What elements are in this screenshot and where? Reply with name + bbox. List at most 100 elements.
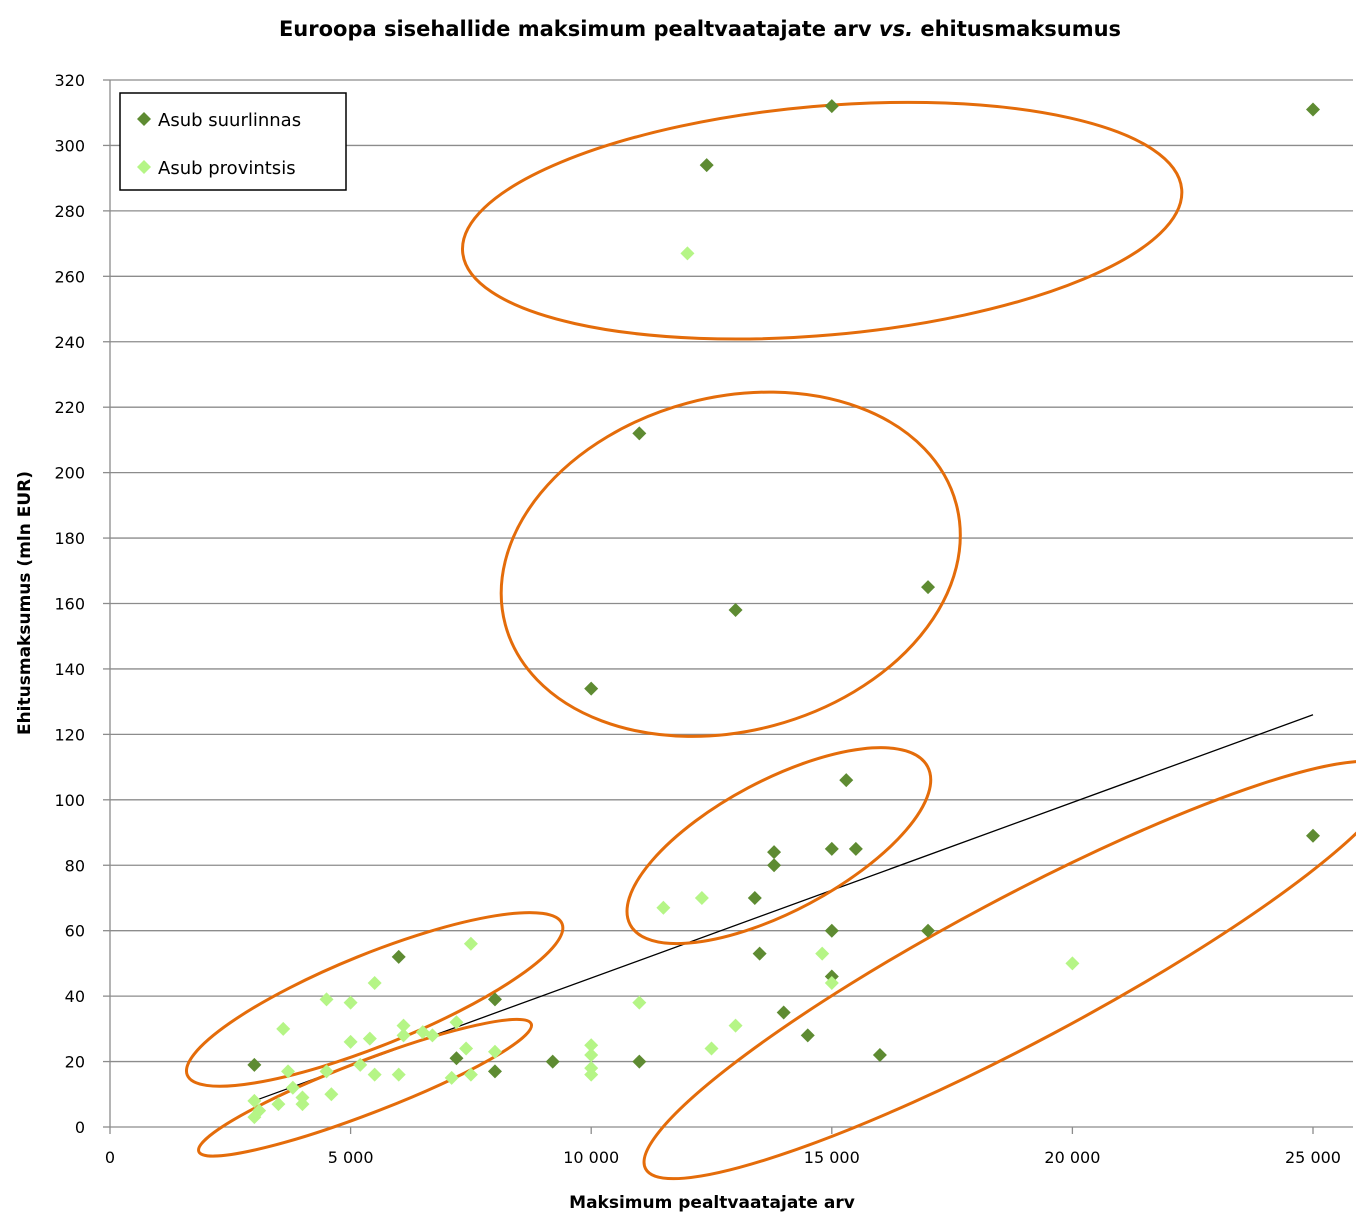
point-provintsis (367, 1067, 382, 1082)
point-provintsis (281, 1064, 296, 1079)
point-provintsis (656, 900, 671, 915)
legend-marker-provintsis (137, 160, 151, 174)
point-suurlinnas (247, 1057, 262, 1072)
annotation-ellipse (642, 759, 1356, 1181)
y-tick-label: 280 (54, 202, 85, 221)
point-provintsis (728, 1018, 743, 1033)
point-provintsis (694, 890, 709, 905)
point-provintsis (295, 1097, 310, 1112)
x-tick-label: 15 000 (804, 1148, 860, 1167)
point-provintsis (632, 995, 647, 1010)
point-suurlinnas (848, 841, 863, 856)
point-provintsis (396, 1028, 411, 1043)
point-provintsis (324, 1087, 339, 1102)
point-provintsis (444, 1070, 459, 1085)
point-suurlinnas (824, 99, 839, 114)
legend-box (119, 92, 347, 191)
point-suurlinnas (921, 923, 936, 938)
point-suurlinnas (921, 580, 936, 595)
point-suurlinnas (449, 1051, 464, 1066)
point-provintsis (396, 1018, 411, 1033)
annotation-ellipse (499, 390, 962, 738)
point-provintsis (319, 1064, 334, 1079)
y-tick-label: 300 (54, 136, 85, 155)
point-provintsis (459, 1041, 474, 1056)
point-suurlinnas (752, 946, 767, 961)
point-provintsis (362, 1031, 377, 1046)
point-provintsis (815, 946, 830, 961)
y-tick-label: 320 (54, 71, 85, 90)
gridlines (103, 79, 1353, 1128)
point-suurlinnas (1306, 828, 1320, 843)
point-provintsis (425, 1028, 440, 1043)
point-provintsis (276, 1021, 291, 1036)
y-tick-label: 60 (65, 922, 85, 941)
y-tick-label: 220 (54, 398, 85, 417)
point-provintsis (319, 992, 334, 1007)
y-tick-label: 40 (65, 987, 85, 1006)
point-provintsis (584, 1067, 599, 1082)
point-provintsis (343, 1034, 358, 1049)
y-tick-label: 260 (54, 267, 85, 286)
point-provintsis (367, 976, 382, 991)
point-provintsis (343, 995, 358, 1010)
point-provintsis (271, 1097, 286, 1112)
legend-label-suurlinnas: Asub suurlinnas (158, 110, 301, 131)
annotation-ellipse (461, 100, 1184, 341)
point-suurlinnas (824, 841, 839, 856)
legend: Asub suurlinnas Asub provintsis (119, 92, 347, 191)
y-tick-labels: 0 20 40 60 80 100 120 140 160 180 200 220 240 260 280 3… (54, 71, 85, 1137)
point-provintsis (584, 1048, 599, 1063)
point-provintsis (463, 1067, 478, 1082)
chart-title-italic: vs. (879, 17, 913, 41)
point-provintsis (704, 1041, 719, 1056)
point-provintsis (285, 1080, 300, 1095)
point-provintsis (449, 1015, 464, 1030)
y-tick-label: 80 (65, 856, 85, 875)
point-suurlinnas (767, 845, 782, 860)
point-suurlinnas (391, 949, 406, 964)
point-suurlinnas (839, 773, 854, 788)
point-provintsis (247, 1110, 262, 1125)
axes (109, 80, 1353, 1134)
point-suurlinnas (1306, 102, 1320, 117)
x-tick-label: 0 (105, 1148, 115, 1167)
point-suurlinnas (776, 1005, 791, 1020)
legend-marker-suurlinnas (137, 112, 151, 126)
point-provintsis (247, 1093, 262, 1108)
point-suurlinnas (632, 426, 647, 441)
x-tick-label: 25 000 (1285, 1148, 1341, 1167)
point-provintsis (824, 976, 839, 991)
x-tick-label: 10 000 (563, 1148, 619, 1167)
point-suurlinnas (824, 923, 839, 938)
point-suurlinnas (767, 858, 782, 873)
point-suurlinnas (872, 1048, 887, 1063)
point-provintsis (463, 936, 478, 951)
y-tick-label: 0 (75, 1118, 85, 1137)
y-tick-label: 120 (54, 725, 85, 744)
point-provintsis (680, 246, 695, 261)
chart-title: Euroopa sisehallide maksimum pealtvaataj… (279, 17, 1121, 41)
point-suurlinnas (584, 681, 599, 696)
point-provintsis (487, 1044, 502, 1059)
point-suurlinnas (800, 1028, 815, 1043)
point-suurlinnas (487, 992, 502, 1007)
y-tick-label: 160 (54, 595, 85, 614)
point-suurlinnas (699, 158, 714, 173)
point-provintsis (584, 1038, 599, 1053)
legend-label-provintsis: Asub provintsis (158, 158, 296, 179)
y-tick-label: 240 (54, 333, 85, 352)
y-tick-label: 200 (54, 464, 85, 483)
y-tick-label: 180 (54, 529, 85, 548)
point-suurlinnas (545, 1054, 560, 1069)
y-axis-label: Ehitusmaksumus (mln EUR) (15, 471, 35, 735)
point-provintsis (353, 1057, 368, 1072)
point-provintsis (1065, 956, 1080, 971)
x-tick-labels: 0 5 000 10 000 15 000 20 000 25 000 (105, 1148, 1341, 1167)
point-provintsis (391, 1067, 406, 1082)
y-tick-label: 20 (65, 1053, 85, 1072)
point-suurlinnas (728, 603, 743, 618)
data-points (247, 99, 1320, 1125)
annotation-ellipses (184, 100, 1356, 1181)
